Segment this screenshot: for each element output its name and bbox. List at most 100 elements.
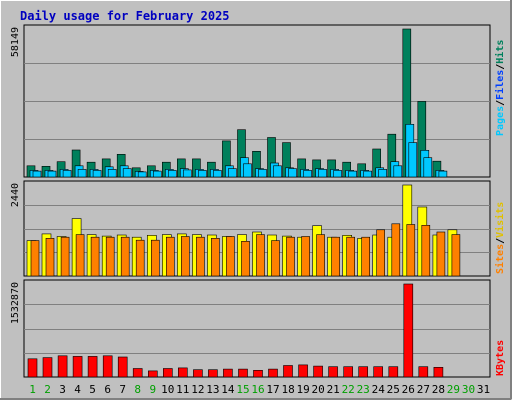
bar-sites-day-10: [166, 236, 175, 277]
legend-hits-files-pages: Pages/Files/Hits: [494, 40, 506, 136]
bar-kbytes-day-20: [313, 365, 323, 378]
bar-pages-day-17: [273, 165, 282, 178]
bar-kbytes-day-10: [163, 368, 173, 378]
x-tick-day-15: 15: [236, 383, 249, 396]
bar-sites-day-5: [90, 236, 100, 277]
bar-kbytes-day-9: [148, 370, 158, 378]
x-tick-day-6: 6: [104, 383, 111, 396]
x-tick-day-12: 12: [191, 383, 204, 396]
bar-kbytes-day-7: [117, 356, 128, 378]
legend-visits-sites: Sites/Visits: [494, 202, 506, 274]
bar-pages-day-12: [198, 170, 207, 178]
bar-sites-day-21: [331, 236, 340, 277]
bar-kbytes-day-8: [132, 368, 143, 378]
bar-kbytes-day-16: [253, 369, 263, 378]
bar-pages-day-9: [153, 170, 162, 178]
x-tick-day-7: 7: [119, 383, 126, 396]
hits-files-pages-panel: 58149: [10, 24, 491, 178]
bar-kbytes-day-13: [208, 369, 218, 378]
svg-text:Pages/Files/Hits: Pages/Files/Hits: [494, 40, 506, 136]
bar-pages-day-20: [318, 169, 327, 178]
bar-kbytes-day-3: [57, 355, 68, 378]
bar-sites-day-1: [30, 240, 40, 277]
bar-sites-day-11: [181, 236, 190, 277]
x-tick-day-17: 17: [266, 383, 279, 396]
x-tick-day-27: 27: [417, 383, 430, 396]
bar-kbytes-day-17: [268, 368, 278, 378]
bar-sites-day-25: [391, 223, 401, 277]
x-tick-day-26: 26: [402, 383, 415, 396]
kbytes-ymax-label: 1532870: [10, 282, 21, 324]
bar-kbytes-day-12: [193, 369, 203, 378]
bar-sites-day-8: [135, 239, 145, 277]
bar-pages-day-13: [213, 170, 222, 178]
x-tick-day-29: 29: [447, 383, 460, 396]
legend-hits: Hits: [494, 40, 506, 64]
bar-sites-day-29: [451, 234, 461, 277]
bar-kbytes-day-11: [178, 367, 188, 378]
bar-kbytes-day-14: [223, 368, 233, 378]
bar-pages-day-3: [62, 170, 72, 178]
hits-files-pages-ymax-label: 58149: [10, 27, 21, 57]
bar-kbytes-day-6: [102, 355, 113, 378]
x-axis-labels: 1 2 3 4 5 6 7 8 9 10 11 12 13 14 15 16 17 18 19 20 21 22 23 24 2…: [29, 383, 490, 396]
bar-sites-day-13: [211, 238, 220, 277]
legend-sep-2: /: [495, 64, 506, 70]
bar-sites-day-15: [241, 241, 250, 277]
bar-kbytes-day-26: [403, 283, 414, 378]
bar-kbytes-day-4: [72, 356, 83, 378]
bar-pages-day-2: [47, 170, 57, 178]
x-tick-day-19: 19: [296, 383, 309, 396]
bar-sites-day-6: [105, 236, 115, 277]
legend-visits: Visits: [494, 202, 506, 238]
bar-sites-day-7: [120, 236, 130, 277]
bar-sites-day-3: [60, 236, 70, 277]
bar-pages-day-22: [348, 170, 358, 178]
x-tick-day-21: 21: [327, 383, 340, 396]
legend-files: Files: [494, 70, 506, 100]
x-tick-day-13: 13: [206, 383, 219, 396]
bar-sites-day-22: [346, 236, 356, 277]
x-tick-day-20: 20: [311, 383, 324, 396]
bar-kbytes-day-23: [358, 366, 369, 378]
x-tick-day-14: 14: [221, 383, 235, 396]
bar-pages-day-27: [423, 157, 433, 178]
bar-pages-day-14: [228, 168, 237, 178]
x-tick-day-24: 24: [372, 383, 386, 396]
x-tick-day-3: 3: [59, 383, 66, 396]
bar-kbytes-day-15: [238, 368, 248, 378]
bar-kbytes-day-19: [298, 364, 308, 378]
bar-kbytes-day-22: [343, 366, 354, 378]
x-tick-day-4: 4: [74, 383, 81, 396]
x-tick-day-28: 28: [432, 383, 445, 396]
x-tick-day-5: 5: [89, 383, 96, 396]
legend-kbytes: KBytes: [495, 340, 506, 376]
bar-kbytes-day-25: [388, 366, 399, 378]
x-tick-day-22: 22: [342, 383, 355, 396]
bar-sites-day-20: [316, 234, 325, 277]
kbytes-panel: 1532870: [10, 279, 491, 378]
bar-pages-day-23: [363, 170, 373, 178]
x-tick-day-23: 23: [357, 383, 370, 396]
bar-kbytes-day-27: [418, 366, 429, 378]
bar-sites-day-17: [271, 240, 280, 277]
bar-sites-day-9: [151, 239, 160, 277]
bar-sites-day-28: [436, 231, 446, 277]
legend-sep-1: /: [495, 100, 506, 106]
bar-pages-day-24: [378, 169, 388, 178]
chart-title: Daily usage for February 2025: [20, 9, 230, 23]
bar-kbytes-day-21: [328, 366, 338, 378]
bar-pages-day-5: [92, 170, 102, 178]
bar-sites-day-16: [256, 234, 265, 277]
x-tick-day-18: 18: [281, 383, 294, 396]
bar-pages-day-18: [288, 168, 297, 178]
svg-text:Sites/Visits: Sites/Visits: [494, 202, 506, 274]
bar-pages-day-1: [32, 170, 42, 178]
bar-pages-day-21: [333, 170, 342, 178]
bar-kbytes-day-1: [27, 358, 38, 378]
legend-sites: Sites: [494, 244, 506, 274]
legend-pages: Pages: [495, 106, 506, 136]
x-tick-day-25: 25: [387, 383, 400, 396]
legend-sep-3: /: [495, 238, 506, 244]
x-tick-day-10: 10: [161, 383, 174, 396]
